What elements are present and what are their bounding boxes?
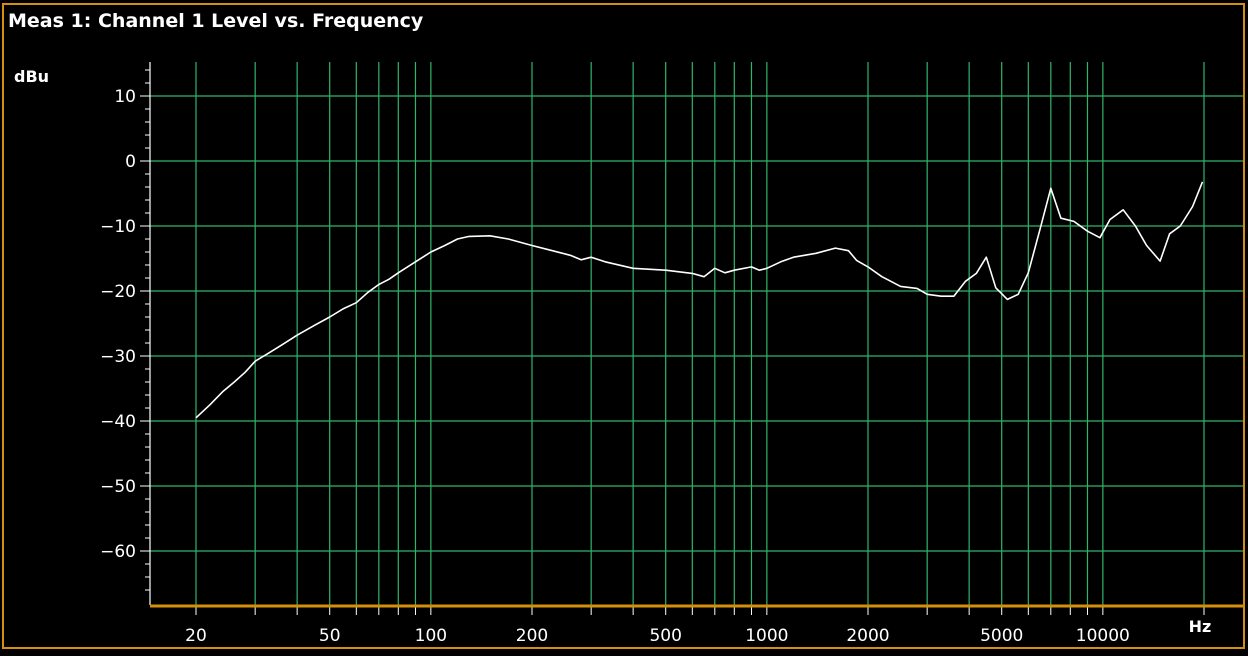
- x-tick-label: 500: [649, 626, 681, 646]
- y-tick-label: 10: [114, 87, 136, 107]
- y-tick-label: −10: [100, 217, 136, 237]
- x-tick-label: 200: [516, 626, 548, 646]
- y-tick-label: −50: [100, 477, 136, 497]
- x-axis-ticks: 20 50 100 200 500 1000 2000 5000 10000: [185, 607, 1205, 646]
- y-axis-unit-label: dBu: [14, 67, 49, 86]
- y-axis-ticks: 10 0 −10 −20 −30 −40 −50 −60: [100, 69, 150, 591]
- y-tick-label: −30: [100, 347, 136, 367]
- level-trace-line: [195, 181, 1204, 419]
- x-tick-label: 20: [185, 626, 207, 646]
- grid-lines: [150, 62, 1243, 605]
- x-tick-label: 50: [319, 626, 341, 646]
- y-tick-label: −40: [100, 412, 136, 432]
- x-tick-label: 2000: [846, 626, 889, 646]
- x-tick-label: 10000: [1076, 626, 1130, 646]
- chart-title: Meas 1: Channel 1 Level vs. Frequency: [8, 10, 424, 32]
- x-axis-unit-label: Hz: [1189, 617, 1212, 636]
- x-tick-label: 100: [415, 626, 447, 646]
- y-tick-label: −20: [100, 282, 136, 302]
- x-tick-label: 5000: [980, 626, 1023, 646]
- y-tick-label: −60: [100, 542, 136, 562]
- x-tick-label: 1000: [745, 626, 788, 646]
- axis-lines: [149, 62, 1243, 608]
- y-tick-label: 0: [125, 152, 136, 172]
- trace-layer: [195, 181, 1204, 419]
- window-border: [2, 3, 1245, 649]
